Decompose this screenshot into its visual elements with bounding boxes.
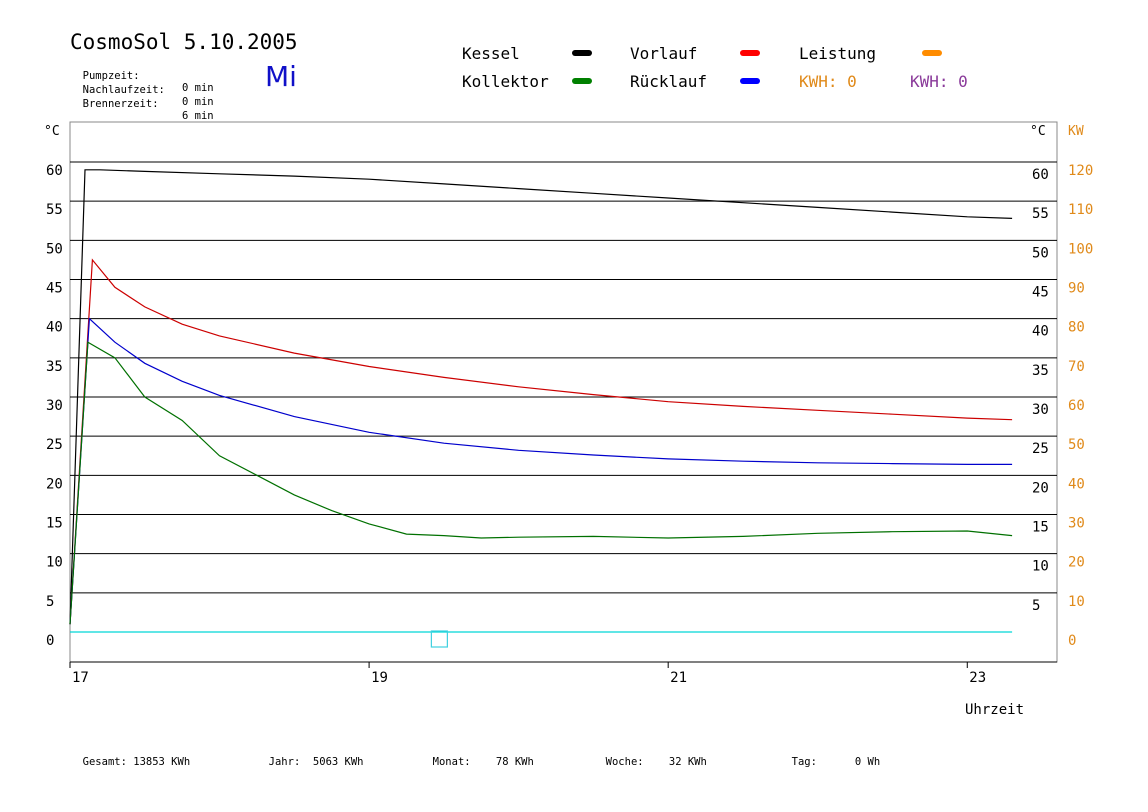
kwh-purple: KWH: 0 — [910, 72, 968, 91]
y-tick-label-left: 30 — [46, 398, 63, 414]
legend-leistung: Leistung — [799, 44, 877, 63]
y-tick-label-left: 10 — [46, 555, 63, 571]
info-label: Nachlaufzeit: — [82, 84, 165, 96]
weekday-label: Mi — [265, 60, 297, 93]
y2-tick-label: 50 — [1068, 437, 1085, 453]
series-line-vorlauf — [69, 258, 1013, 625]
y2-tick-label: 20 — [1068, 555, 1085, 571]
footer-label: Gesamt: — [82, 756, 127, 768]
x-axis-label: Uhrzeit — [965, 702, 1024, 718]
y2-tick-label: 0 — [1068, 633, 1076, 649]
y-tick-label-left: 35 — [46, 359, 63, 375]
info-brenner: Brennerzeit: 6 min — [70, 86, 214, 122]
legend-kollektor: Kollektor — [462, 72, 549, 91]
info-label: Brennerzeit: — [82, 98, 159, 110]
y-tick-label-right: 15 — [1032, 520, 1049, 536]
y-tick-label-left: 40 — [46, 320, 63, 336]
info-nachlauf: Nachlaufzeit: 0 min — [70, 72, 214, 108]
y2-axis-unit: KW — [1068, 124, 1084, 139]
footer-label: Jahr: — [268, 756, 301, 768]
y2-tick-label: 100 — [1068, 241, 1093, 257]
y-tick-label-right: 40 — [1032, 324, 1049, 340]
footer-monat: Monat: 78 KWh — [420, 744, 534, 768]
y2-tick-label: 30 — [1068, 516, 1085, 532]
y-tick-label-right: 10 — [1032, 559, 1049, 575]
footer-value: 13853 KWh — [133, 756, 191, 768]
y2-tick-label: 10 — [1068, 594, 1085, 610]
y-tick-label-left: 15 — [46, 516, 63, 532]
legend-vorlauf-swatch — [740, 50, 760, 56]
legend-kessel-swatch — [572, 50, 592, 56]
x-tick-label: 19 — [371, 670, 388, 686]
y-tick-label-left: 50 — [46, 241, 63, 257]
footer-tag: Tag: 0 Wh — [779, 744, 881, 768]
info-value: 0 min — [182, 82, 214, 94]
kwh-orange: KWH: 0 — [799, 72, 857, 91]
y-tick-label-right: 55 — [1032, 206, 1049, 222]
legend-kollektor-swatch — [572, 78, 592, 84]
footer-value: 0 Wh — [854, 756, 881, 768]
y-tick-label-left: 55 — [46, 202, 63, 218]
x-tick-label: 23 — [969, 670, 986, 686]
y2-tick-label: 70 — [1068, 359, 1085, 375]
y-axis-unit-left: °C — [44, 124, 60, 139]
info-label: Pumpzeit: — [82, 70, 140, 82]
time-marker — [430, 630, 448, 648]
footer-value: 78 KWh — [495, 756, 534, 768]
y2-tick-label: 40 — [1068, 476, 1085, 492]
y-tick-label-left: 60 — [46, 163, 63, 179]
y-tick-label-right: 60 — [1032, 167, 1049, 183]
y-tick-label-right: 35 — [1032, 363, 1049, 379]
y-tick-label-right: 20 — [1032, 480, 1049, 496]
footer-value: 5063 KWh — [312, 756, 364, 768]
info-value: 6 min — [182, 110, 214, 122]
x-tick-label: 17 — [72, 670, 89, 686]
y-tick-label-left: 20 — [46, 476, 63, 492]
y2-tick-label: 120 — [1068, 163, 1093, 179]
y-tick-label-right: 5 — [1032, 598, 1040, 614]
footer-woche: Woche: 32 KWh — [593, 744, 707, 768]
y-tick-label-left: 5 — [46, 594, 54, 610]
y-axis-unit-right: °C — [1030, 124, 1046, 139]
footer-jahr: Jahr: 5063 KWh — [256, 744, 364, 768]
y-tick-label-left: 0 — [46, 633, 54, 649]
footer-gesamt: Gesamt: 13853 KWh — [70, 744, 191, 768]
y2-tick-label: 110 — [1068, 202, 1093, 218]
y-tick-label-left: 25 — [46, 437, 63, 453]
x-tick-label: 21 — [670, 670, 687, 686]
y2-tick-label: 90 — [1068, 281, 1085, 297]
y-tick-label-right: 25 — [1032, 441, 1049, 457]
footer-label: Tag: — [791, 756, 817, 768]
footer-label: Woche: — [605, 756, 644, 768]
y-tick-label-right: 45 — [1032, 285, 1049, 301]
chart-title: CosmoSol 5.10.2005 — [70, 30, 298, 54]
info-pump: Pumpzeit: 0 min — [70, 58, 214, 94]
series-line-kessel — [69, 169, 1013, 625]
series-line-ruecklauf — [69, 317, 1013, 625]
y-tick-label-right: 30 — [1032, 402, 1049, 418]
footer-label: Monat: — [432, 756, 471, 768]
legend-vorlauf: Vorlauf — [630, 44, 698, 63]
legend-ruecklauf: Rücklauf — [630, 72, 708, 91]
footer-value: 32 KWh — [668, 756, 707, 768]
series-line-kollektor — [69, 341, 1013, 625]
legend-leistung-swatch — [922, 50, 942, 56]
legend-kessel: Kessel — [462, 44, 520, 63]
info-value: 0 min — [182, 96, 214, 108]
y-tick-label-left: 45 — [46, 281, 63, 297]
y2-tick-label: 60 — [1068, 398, 1085, 414]
y2-tick-label: 80 — [1068, 320, 1085, 336]
legend-ruecklauf-swatch — [740, 78, 760, 84]
y-tick-label-right: 50 — [1032, 245, 1049, 261]
